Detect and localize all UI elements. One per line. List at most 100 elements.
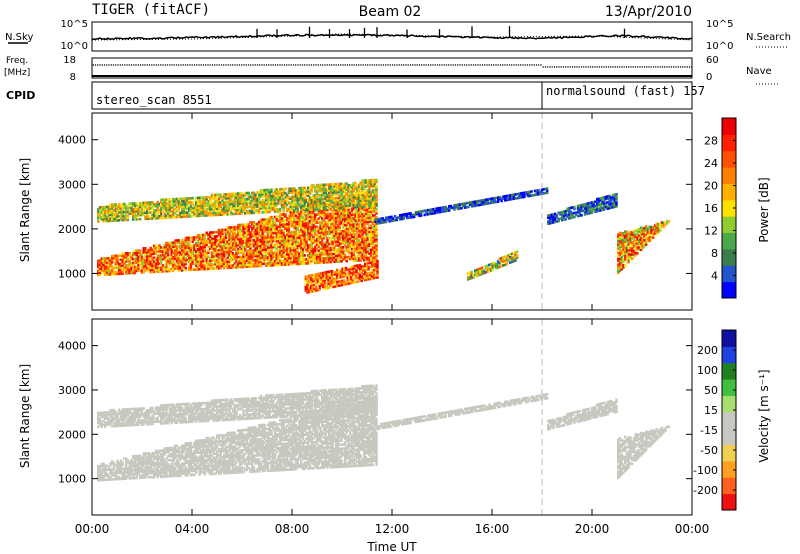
heatmap-cell (324, 199, 327, 203)
heatmap-cell (272, 261, 275, 265)
heatmap-cell (244, 212, 247, 215)
nave-dot (184, 64, 187, 66)
heatmap-cell (137, 249, 140, 252)
heatmap-cell (317, 249, 320, 252)
heatmap-cell (182, 242, 186, 246)
nave-dot (367, 64, 369, 66)
heatmap-cell (175, 253, 179, 256)
heatmap-cell (100, 212, 103, 215)
heatmap-cell (312, 223, 315, 227)
heatmap-cell (352, 253, 355, 256)
heatmap-cell (245, 239, 249, 242)
heatmap-cell (349, 219, 352, 223)
heatmap-cell (322, 243, 326, 246)
heatmap-cell (156, 214, 159, 218)
heatmap-cell (321, 221, 324, 224)
heatmap-cell (356, 221, 359, 224)
heatmap-cell (242, 255, 245, 259)
heatmap-cell (216, 259, 219, 262)
heatmap-cell (203, 253, 207, 257)
heatmap-cell (212, 257, 215, 260)
heatmap-cell (163, 208, 166, 212)
nave-dots (92, 64, 693, 68)
heatmap-cell (275, 219, 278, 223)
heatmap-cell (244, 235, 247, 238)
heatmap-cell (296, 205, 299, 208)
heatmap-cell (133, 257, 137, 261)
heatmap-cell (296, 242, 299, 246)
heatmap-cell (125, 216, 128, 220)
heatmap-cell (312, 213, 315, 217)
heatmap-cell (307, 256, 310, 259)
heatmap-cell (168, 198, 172, 201)
heatmap-cell (114, 270, 117, 274)
heatmap-cell (240, 225, 243, 229)
nave-dot (587, 66, 589, 68)
heatmap-cell (342, 248, 345, 251)
heatmap-cell (294, 236, 298, 240)
heatmap-cell (284, 261, 287, 264)
heatmap-cell (580, 203, 583, 207)
heatmap-cell (324, 216, 327, 220)
heatmap-cell (107, 219, 110, 223)
heatmap-cell (151, 256, 154, 260)
heatmap-cell (126, 210, 130, 214)
heatmap-cell (368, 181, 371, 184)
heatmap-cell (356, 195, 359, 199)
nave-dot (452, 64, 454, 66)
heatmap-cell (168, 243, 172, 247)
heatmap-cell (472, 202, 475, 206)
heatmap-cell (188, 248, 191, 252)
heatmap-cell (273, 253, 277, 257)
heatmap-cell (373, 238, 376, 241)
heatmap-cell (125, 206, 128, 210)
heatmap-cell (303, 212, 306, 215)
heatmap-cell (175, 257, 179, 260)
heatmap-cell (312, 219, 315, 223)
heatmap-cell (144, 253, 147, 256)
heatmap-cell (203, 263, 207, 267)
heatmap-cell (272, 239, 275, 243)
heatmap-cell (184, 211, 187, 214)
heatmap-cell (282, 229, 285, 232)
heatmap-cell (336, 214, 340, 217)
heatmap-cell (139, 209, 142, 213)
heatmap-cell (307, 206, 310, 210)
heatmap-cell (163, 249, 166, 253)
heatmap-cell (238, 255, 242, 259)
heatmap-cell (203, 214, 207, 217)
heatmap-cell (116, 270, 119, 274)
nave-dot (486, 64, 488, 66)
heatmap-cell (486, 200, 489, 203)
heatmap-cell (359, 210, 362, 214)
heatmap-cell (293, 232, 296, 236)
heatmap-cell (160, 270, 163, 273)
heatmap-cell (256, 201, 259, 204)
nave-dot (686, 66, 688, 68)
heatmap-cell (237, 247, 240, 251)
heatmap-cell (277, 261, 280, 265)
heatmap-cell (231, 192, 235, 196)
heatmap-cell (350, 198, 354, 201)
heatmap-cell (207, 214, 210, 217)
heatmap-cell (109, 265, 112, 268)
heatmap-cell (343, 223, 347, 227)
heatmap-cell (293, 260, 296, 264)
heatmap-cell (317, 255, 320, 258)
heatmap-cell (282, 237, 285, 240)
heatmap-cell (280, 261, 284, 264)
heatmap-cell (237, 196, 240, 199)
heatmap-cell (200, 200, 203, 203)
nave-dot (409, 64, 412, 66)
heatmap-cell (364, 203, 368, 206)
heatmap-cell (268, 200, 271, 204)
heatmap-cell (249, 209, 252, 213)
nave-dot (488, 64, 490, 66)
heatmap-cell (528, 194, 531, 198)
heatmap-cell (184, 248, 187, 252)
heatmap-cell (359, 241, 362, 244)
heatmap-cell (240, 237, 243, 241)
heatmap-cell (535, 189, 538, 192)
heatmap-cell (263, 204, 266, 208)
heatmap-cell (273, 196, 277, 199)
